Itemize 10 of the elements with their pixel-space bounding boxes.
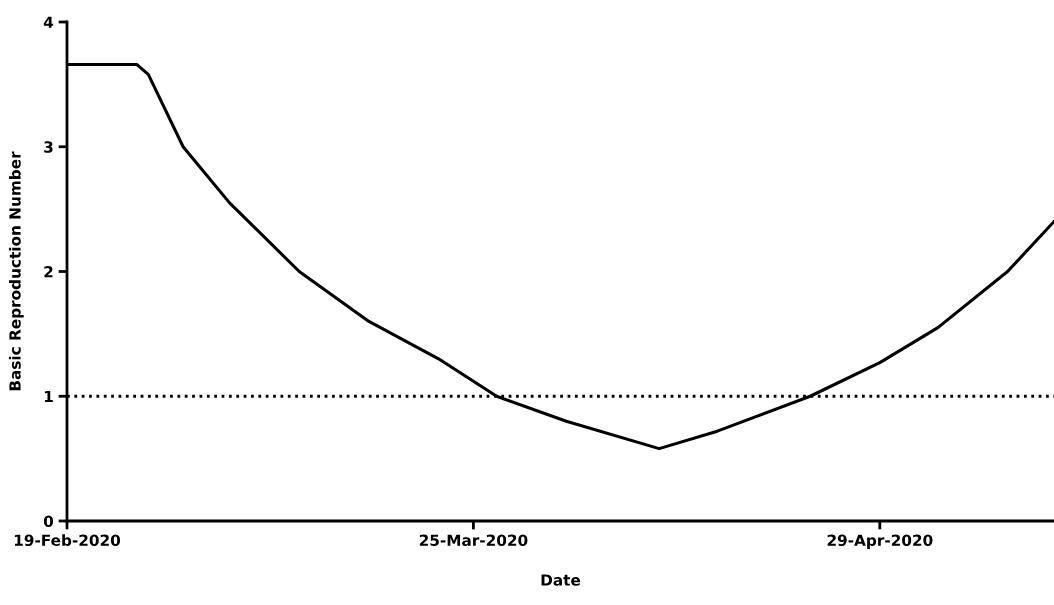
x-tick-label: 25-Mar-2020 (419, 534, 528, 547)
y-axis-title: Basic Reproduction Number (8, 151, 24, 391)
y-tick-label: 3 (44, 141, 53, 153)
x-tick-label: 29-Apr-2020 (827, 534, 933, 549)
y-tick-label: 2 (44, 265, 53, 278)
y-tick-label: 1 (44, 390, 53, 403)
x-tick-label: 19-Feb-2020 (14, 534, 121, 547)
x-axis-title: Date (541, 574, 581, 586)
y-tick-label: 0 (43, 515, 54, 528)
y-tick-label: 4 (43, 16, 54, 28)
